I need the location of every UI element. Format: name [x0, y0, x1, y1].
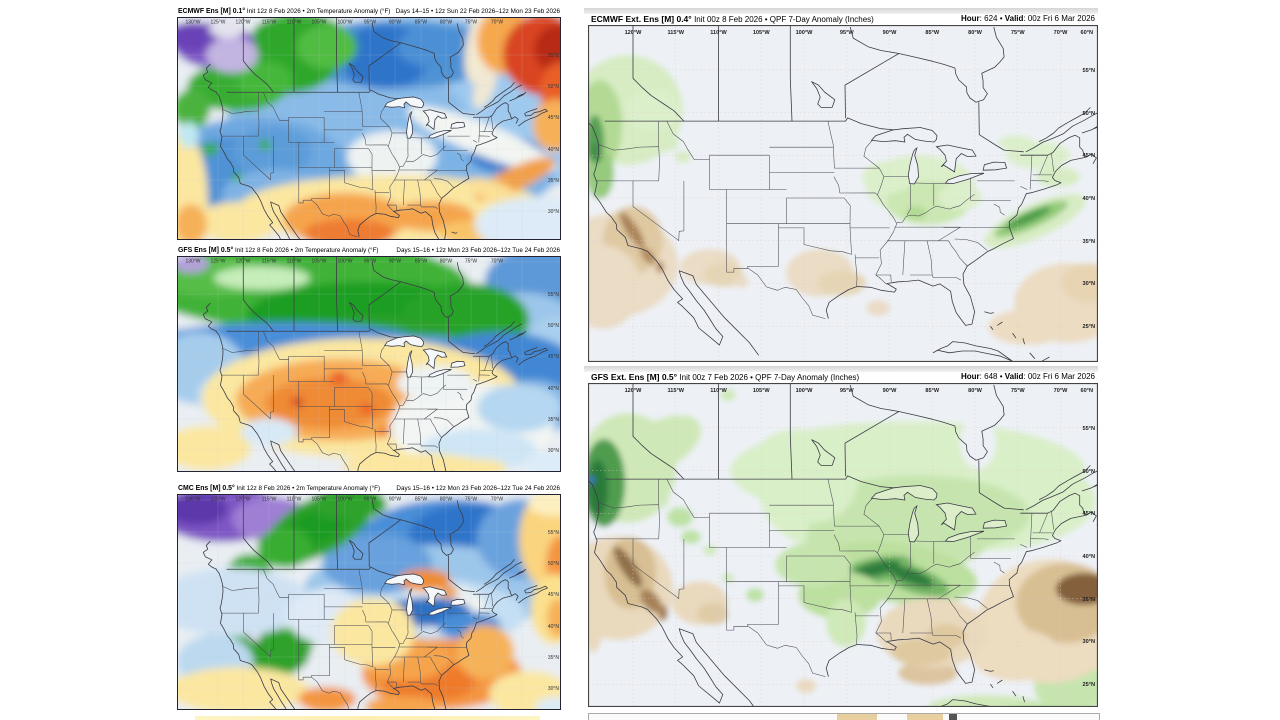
svg-text:100°W: 100°W — [337, 497, 352, 503]
svg-text:45°N: 45°N — [1083, 511, 1096, 517]
svg-text:90°W: 90°W — [883, 388, 897, 394]
svg-text:110°W: 110°W — [287, 20, 302, 26]
svg-text:115°W: 115°W — [262, 259, 277, 265]
svg-text:80°W: 80°W — [440, 20, 453, 26]
svg-text:120°W: 120°W — [235, 259, 250, 265]
svg-text:55°N: 55°N — [548, 530, 560, 536]
svg-text:110°W: 110°W — [287, 497, 302, 503]
svg-text:70°W: 70°W — [1054, 388, 1068, 394]
svg-text:120°W: 120°W — [235, 20, 250, 26]
svg-text:55°N: 55°N — [548, 292, 560, 298]
svg-text:110°W: 110°W — [287, 259, 302, 265]
svg-text:125°W: 125°W — [210, 259, 225, 265]
svg-text:40°N: 40°N — [548, 386, 560, 392]
svg-text:125°W: 125°W — [210, 20, 225, 26]
svg-text:80°W: 80°W — [968, 30, 982, 36]
svg-text:40°N: 40°N — [1083, 554, 1096, 560]
svg-text:85°W: 85°W — [415, 497, 428, 503]
svg-text:85°W: 85°W — [925, 388, 939, 394]
svg-text:70°W: 70°W — [491, 259, 504, 265]
svg-text:35°N: 35°N — [548, 178, 560, 184]
svg-text:70°W: 70°W — [491, 20, 504, 26]
svg-text:25°N: 25°N — [1083, 682, 1096, 688]
svg-text:100°W: 100°W — [796, 30, 814, 36]
svg-text:45°N: 45°N — [1083, 153, 1096, 159]
svg-text:75°W: 75°W — [465, 259, 478, 265]
svg-text:50°N: 50°N — [1083, 469, 1096, 475]
svg-text:115°W: 115°W — [667, 30, 684, 36]
svg-text:45°N: 45°N — [548, 354, 560, 360]
svg-text:110°W: 110°W — [710, 388, 727, 394]
svg-text:120°W: 120°W — [625, 30, 643, 36]
svg-text:50°N: 50°N — [1083, 111, 1096, 117]
svg-text:75°W: 75°W — [465, 497, 478, 503]
svg-text:95°W: 95°W — [840, 30, 854, 36]
svg-text:55°N: 55°N — [548, 53, 560, 59]
svg-text:80°W: 80°W — [968, 388, 982, 394]
svg-text:130°W: 130°W — [185, 259, 200, 265]
svg-text:115°W: 115°W — [667, 388, 684, 394]
svg-text:90°W: 90°W — [389, 20, 402, 26]
svg-text:50°N: 50°N — [548, 561, 560, 567]
svg-text:55°N: 55°N — [1083, 426, 1096, 432]
svg-text:80°W: 80°W — [440, 497, 453, 503]
svg-text:50°N: 50°N — [548, 84, 560, 90]
svg-text:130°W: 130°W — [185, 497, 200, 503]
svg-text:115°W: 115°W — [262, 20, 277, 26]
svg-text:75°W: 75°W — [1011, 388, 1025, 394]
svg-text:85°W: 85°W — [415, 259, 428, 265]
svg-text:85°W: 85°W — [925, 30, 939, 36]
svg-text:30°N: 30°N — [548, 686, 560, 692]
svg-text:30°N: 30°N — [1083, 281, 1096, 287]
svg-text:30°N: 30°N — [548, 448, 560, 454]
svg-text:105°W: 105°W — [753, 388, 771, 394]
svg-text:40°N: 40°N — [1083, 196, 1096, 202]
svg-text:85°W: 85°W — [415, 20, 428, 26]
svg-text:100°W: 100°W — [796, 388, 814, 394]
svg-text:90°W: 90°W — [389, 497, 402, 503]
svg-text:45°N: 45°N — [548, 115, 560, 121]
svg-text:70°W: 70°W — [1054, 30, 1068, 36]
svg-text:35°N: 35°N — [548, 417, 560, 423]
svg-text:120°W: 120°W — [235, 497, 250, 503]
svg-text:105°W: 105°W — [753, 30, 771, 36]
svg-text:130°W: 130°W — [185, 20, 200, 26]
svg-text:40°N: 40°N — [548, 624, 560, 630]
svg-text:115°W: 115°W — [262, 497, 277, 503]
svg-text:120°W: 120°W — [625, 388, 643, 394]
svg-text:95°W: 95°W — [364, 497, 377, 503]
svg-text:55°N: 55°N — [1083, 68, 1096, 74]
svg-text:50°N: 50°N — [548, 323, 560, 329]
svg-text:105°W: 105°W — [311, 497, 326, 503]
svg-text:35°N: 35°N — [548, 655, 560, 661]
svg-text:105°W: 105°W — [311, 259, 326, 265]
svg-text:40°N: 40°N — [548, 147, 560, 153]
svg-text:30°N: 30°N — [548, 209, 560, 215]
svg-text:25°N: 25°N — [1083, 324, 1096, 330]
svg-text:30°N: 30°N — [1083, 639, 1096, 645]
svg-text:95°W: 95°W — [364, 20, 377, 26]
svg-text:60°N: 60°N — [1081, 30, 1094, 36]
svg-text:125°W: 125°W — [210, 497, 225, 503]
svg-text:70°W: 70°W — [491, 497, 504, 503]
svg-text:95°W: 95°W — [364, 259, 377, 265]
svg-text:110°W: 110°W — [710, 30, 727, 36]
svg-text:95°W: 95°W — [840, 388, 854, 394]
svg-text:80°W: 80°W — [440, 259, 453, 265]
svg-text:100°W: 100°W — [337, 259, 352, 265]
svg-text:35°N: 35°N — [1083, 239, 1096, 245]
svg-text:75°W: 75°W — [465, 20, 478, 26]
svg-text:100°W: 100°W — [337, 20, 352, 26]
svg-text:90°W: 90°W — [883, 30, 897, 36]
svg-text:35°N: 35°N — [1083, 597, 1096, 603]
svg-text:75°W: 75°W — [1011, 30, 1025, 36]
svg-text:45°N: 45°N — [548, 592, 560, 598]
svg-text:90°W: 90°W — [389, 259, 402, 265]
svg-text:105°W: 105°W — [311, 20, 326, 26]
svg-text:60°N: 60°N — [1081, 388, 1094, 394]
